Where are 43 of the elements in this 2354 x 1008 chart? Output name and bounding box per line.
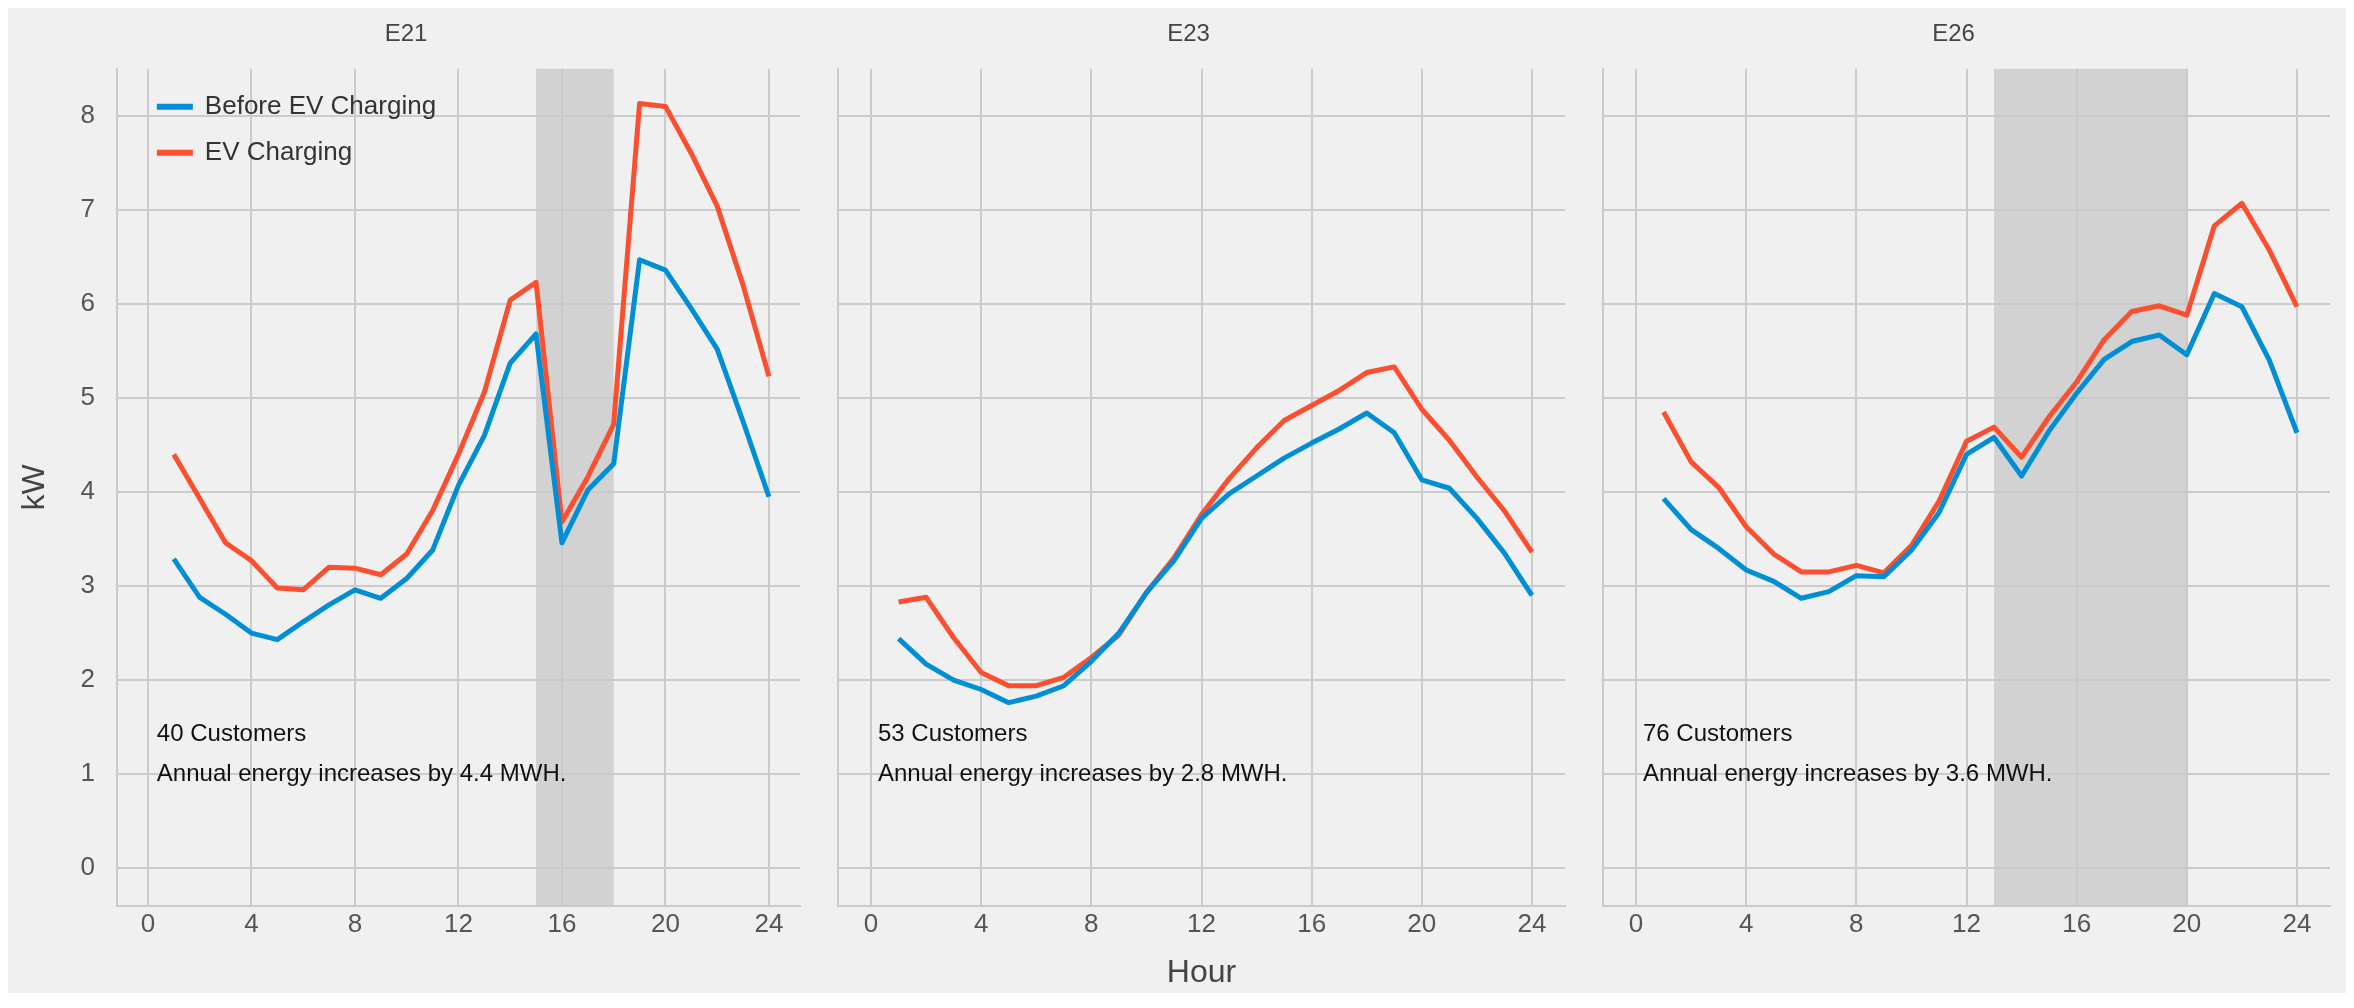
x-tick-label: 20 [1407, 907, 1437, 938]
y-tick-label: 2 [80, 663, 95, 694]
x-tick-label: 24 [1517, 907, 1547, 938]
chart-title: E23 [1167, 19, 1210, 47]
y-tick-label: 7 [80, 193, 95, 224]
x-tick-label: 4 [244, 907, 259, 938]
y-tick-label: 1 [80, 757, 95, 788]
y-tick-label: 4 [80, 475, 95, 506]
x-tick-label: 0 [1628, 907, 1644, 938]
chart-title: E26 [1932, 19, 1975, 47]
legend-label: Before EV Charging [204, 89, 437, 120]
x-tick-label: 4 [973, 907, 989, 938]
annotation: 53 Customers [878, 719, 1028, 747]
x-tick-label: 20 [650, 907, 680, 938]
x-tick-label: 16 [1297, 907, 1327, 938]
x-tick-label: 4 [1738, 907, 1754, 938]
x-tick-label: 12 [1952, 907, 1981, 938]
annotation: Annual energy increases by 2.8 MWH. [878, 759, 1288, 787]
y-tick-label: 6 [80, 287, 95, 318]
x-tick-label: 24 [754, 907, 784, 938]
x-axis-title: Hour [1166, 952, 1237, 989]
annotation: 40 Customers [156, 719, 307, 747]
x-tick-label: 20 [2172, 907, 2202, 938]
x-tick-label: 16 [547, 907, 577, 938]
chart-title: E21 [384, 19, 428, 47]
x-tick-label: 12 [1187, 907, 1216, 938]
x-tick-label: 0 [863, 907, 879, 938]
annotation: 76 Customers [1643, 719, 1793, 747]
x-tick-label: 24 [2282, 907, 2312, 938]
y-tick-label: 0 [80, 851, 95, 882]
annotation: Annual energy increases by 4.4 MWH. [156, 759, 567, 787]
y-tick-label: 5 [80, 381, 95, 412]
x-tick-label: 8 [1084, 907, 1099, 938]
y-tick-label: 3 [80, 569, 95, 600]
x-tick-label: 8 [1849, 907, 1864, 938]
y-tick-label: 8 [80, 98, 95, 129]
legend-label: EV Charging [204, 135, 353, 166]
x-tick-label: 0 [140, 907, 156, 938]
x-tick-label: 16 [2062, 907, 2092, 938]
annotation: Annual energy increases by 3.6 MWH. [1643, 759, 2053, 787]
y-axis-title: kW [15, 463, 52, 511]
x-tick-label: 8 [347, 907, 363, 938]
x-tick-label: 12 [443, 907, 473, 938]
